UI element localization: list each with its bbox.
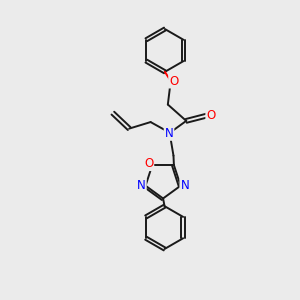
Text: O: O	[144, 157, 153, 170]
Text: N: N	[137, 179, 146, 192]
Text: O: O	[169, 74, 178, 88]
Text: N: N	[165, 127, 173, 140]
Text: O: O	[206, 109, 216, 122]
Text: N: N	[180, 179, 189, 192]
